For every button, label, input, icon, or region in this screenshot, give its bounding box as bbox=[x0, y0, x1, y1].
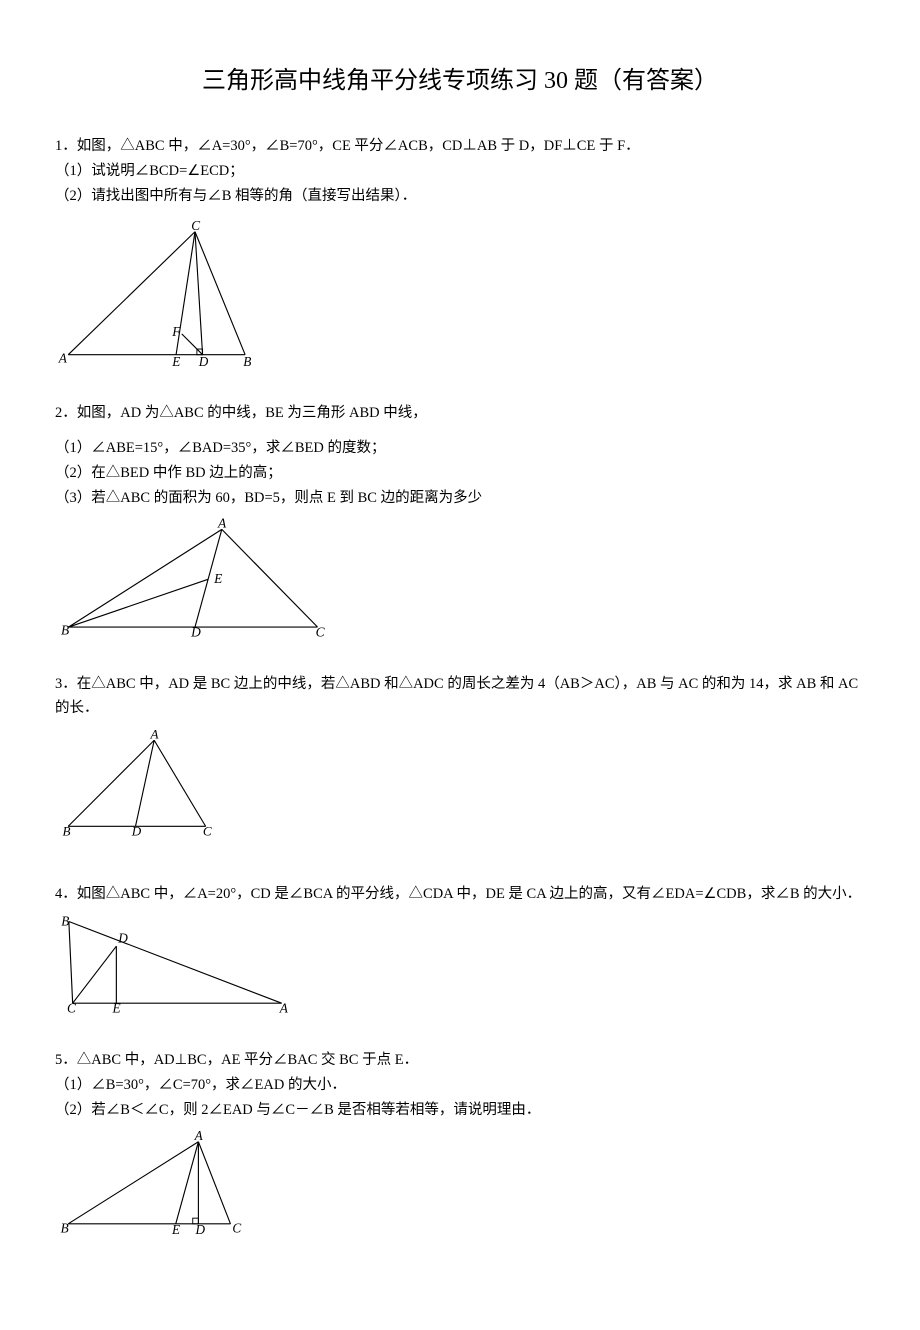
problem-4: 4．如图△ABC 中，∠A=20°，CD 是∠BCA 的平分线，△CDA 中，D… bbox=[55, 883, 865, 1031]
p2-line3: （2）在△BED 中作 BD 边上的高； bbox=[55, 462, 865, 485]
svg-text:E: E bbox=[213, 571, 222, 586]
svg-text:D: D bbox=[117, 930, 128, 945]
svg-text:C: C bbox=[191, 217, 200, 232]
p1-line3: （2）请找出图中所有与∠B 相等的角（直接写出结果）． bbox=[55, 185, 865, 208]
p3-mark bbox=[55, 873, 865, 883]
problem-5: 5．△ABC 中，AD⊥BC，AE 平分∠BAC 交 BC 于点 E． （1）∠… bbox=[55, 1049, 865, 1253]
diagram-1: A E D B C F bbox=[55, 215, 865, 384]
diagram-5-svg: B ED C A bbox=[55, 1128, 255, 1247]
problem-1: 1．如图，△ABC 中，∠A=30°，∠B=70°，CE 平分∠ACB，CD⊥A… bbox=[55, 135, 865, 384]
p2-mark bbox=[55, 427, 865, 437]
p4-line1: 4．如图△ABC 中，∠A=20°，CD 是∠BCA 的平分线，△CDA 中，D… bbox=[55, 883, 865, 906]
p1-line1: 1．如图，△ABC 中，∠A=30°，∠B=70°，CE 平分∠ACB，CD⊥A… bbox=[55, 135, 865, 158]
svg-text:B: B bbox=[61, 1221, 69, 1236]
p5-line2: （1）∠B=30°，∠C=70°，求∠EAD 的大小． bbox=[55, 1074, 865, 1097]
p1-line2: （1）试说明∠BCD=∠ECD； bbox=[55, 160, 865, 183]
diagram-2-svg: B D C A E bbox=[55, 516, 335, 650]
p5-line1: 5．△ABC 中，AD⊥BC，AE 平分∠BAC 交 BC 于点 E． bbox=[55, 1049, 865, 1072]
svg-text:E: E bbox=[112, 1001, 121, 1016]
problem-3: 3．在△ABC 中，AD 是 BC 边上的中线，若△ABD 和△ADC 的周长之… bbox=[55, 673, 865, 854]
svg-text:E: E bbox=[171, 1223, 180, 1238]
diagram-3-svg: B D C A bbox=[55, 726, 230, 850]
svg-text:C: C bbox=[316, 625, 326, 640]
svg-text:D: D bbox=[195, 1223, 206, 1238]
p2-line1: 2．如图，AD 为△ABC 的中线，BE 为三角形 ABD 中线， bbox=[55, 402, 865, 425]
svg-text:D: D bbox=[190, 625, 201, 640]
svg-text:F: F bbox=[171, 323, 181, 338]
svg-text:E: E bbox=[171, 354, 180, 369]
diagram-3: B D C A bbox=[55, 726, 865, 855]
svg-text:C: C bbox=[232, 1221, 241, 1236]
p2-line2: （1）∠ABE=15°，∠BAD=35°，求∠BED 的度数； bbox=[55, 437, 865, 460]
p2-line4: （3）若△ABC 的面积为 60，BD=5，则点 E 到 BC 边的距离为多少 bbox=[55, 487, 865, 510]
diagram-2: B D C A E bbox=[55, 516, 865, 655]
svg-text:B: B bbox=[62, 823, 70, 838]
diagram-1-svg: A E D B C F bbox=[55, 215, 265, 379]
svg-text:D: D bbox=[198, 354, 209, 369]
page-title: 三角形高中线角平分线专项练习 30 题（有答案） bbox=[55, 60, 865, 95]
svg-text:B: B bbox=[61, 913, 69, 928]
diagram-4: B C E A D bbox=[55, 912, 865, 1031]
problem-2: 2．如图，AD 为△ABC 的中线，BE 为三角形 ABD 中线， （1）∠AB… bbox=[55, 402, 865, 656]
diagram-4-svg: B C E A D bbox=[55, 912, 305, 1026]
svg-text:C: C bbox=[203, 823, 212, 838]
svg-text:A: A bbox=[217, 516, 227, 530]
svg-text:D: D bbox=[131, 823, 142, 838]
p5-line3: （2）若∠B＜∠C，则 2∠EAD 与∠C－∠B 是否相等若相等，请说明理由． bbox=[55, 1099, 865, 1122]
p3-line1: 3．在△ABC 中，AD 是 BC 边上的中线，若△ABD 和△ADC 的周长之… bbox=[55, 673, 865, 719]
diagram-5: B ED C A bbox=[55, 1128, 865, 1252]
svg-text:A: A bbox=[149, 726, 159, 741]
svg-text:B: B bbox=[243, 354, 251, 369]
svg-text:B: B bbox=[61, 623, 69, 638]
svg-text:A: A bbox=[279, 1001, 289, 1016]
svg-text:A: A bbox=[194, 1128, 204, 1143]
svg-text:A: A bbox=[58, 350, 68, 365]
svg-text:C: C bbox=[67, 1001, 76, 1016]
